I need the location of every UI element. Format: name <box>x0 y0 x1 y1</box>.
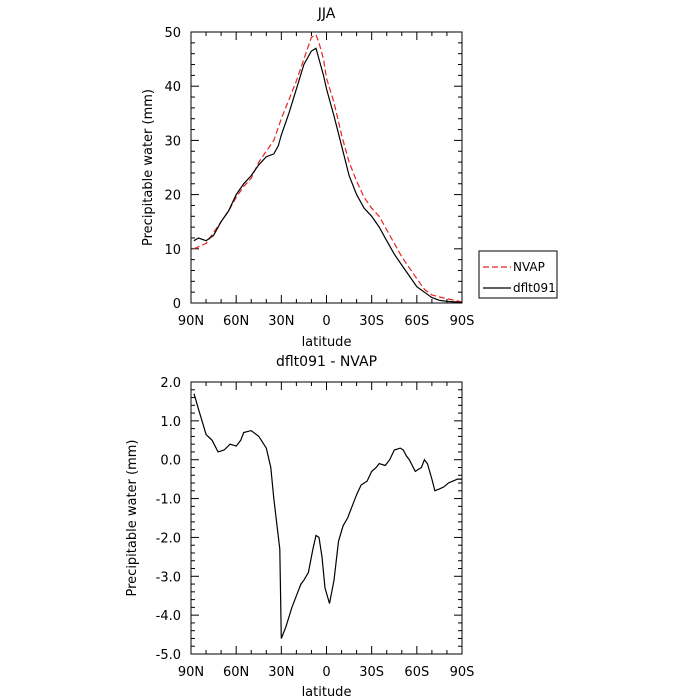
y-tick-label: -3.0 <box>156 570 181 585</box>
y-tick-label: 10 <box>164 243 181 258</box>
y-tick-label: 0 <box>173 297 181 312</box>
series-line-dflt091 <box>193 47 463 304</box>
y-tick-label: -2.0 <box>156 531 181 546</box>
chart-title: dflt091 - NVAP <box>276 354 377 370</box>
legend: NVAP dflt091 <box>478 250 558 299</box>
y-tick-label: 2.0 <box>160 376 181 391</box>
y-tick-label: 20 <box>164 189 181 204</box>
x-tick-label-90s: 90S <box>450 314 475 329</box>
plot-frame <box>190 381 463 655</box>
chart-title: JJA <box>317 6 336 22</box>
x-tick-label-eq: 0 <box>322 314 330 329</box>
y-tick-label: -4.0 <box>156 609 181 624</box>
plot-frame <box>190 31 463 304</box>
y-tick-label: 0.0 <box>160 454 181 469</box>
y-tick-label: 30 <box>164 134 181 149</box>
x-tick-label-30s: 30S <box>359 665 384 680</box>
x-axis-label: latitude <box>302 685 352 700</box>
top-panel-jja: 90N 60N 30N 0 30S 60S 90S 0 10 20 30 40 50 JJA latitud… <box>141 6 558 350</box>
x-tick-label-30s: 30S <box>359 314 384 329</box>
x-tick-label-90n: 90N <box>178 665 204 680</box>
x-tick-label-60s: 60S <box>404 314 429 329</box>
x-tick-label-eq: 0 <box>322 665 330 680</box>
series-line-difference <box>193 393 462 639</box>
y-tick-label: 50 <box>164 26 181 41</box>
y-axis-label: Precipitable water (mm) <box>141 89 156 246</box>
legend-label-nvap: NVAP <box>513 260 545 274</box>
y-tick-label: -5.0 <box>156 648 181 663</box>
x-tick-label-90s: 90S <box>450 665 475 680</box>
x-tick-label-60n: 60N <box>223 665 249 680</box>
x-axis-label: latitude <box>302 335 352 350</box>
y-tick-label: 40 <box>164 80 181 95</box>
x-tick-label-90n: 90N <box>178 314 204 329</box>
x-tick-label-30n: 30N <box>268 665 294 680</box>
y-axis-label: Precipitable water (mm) <box>125 440 140 597</box>
y-tick-label: 1.0 <box>160 415 181 430</box>
bottom-panel-difference: 90N 60N 30N 0 30S 60S 90S -5.0 -4.0 -3.0 -2.0 -1.0 0… <box>125 354 474 700</box>
x-tick-label-60n: 60N <box>223 314 249 329</box>
x-tick-label-60s: 60S <box>404 665 429 680</box>
legend-box <box>478 250 558 299</box>
y-tick-label: -1.0 <box>156 493 181 508</box>
legend-label-dflt091: dflt091 <box>513 281 556 295</box>
series-line-nvap <box>193 33 463 303</box>
x-tick-label-30n: 30N <box>268 314 294 329</box>
